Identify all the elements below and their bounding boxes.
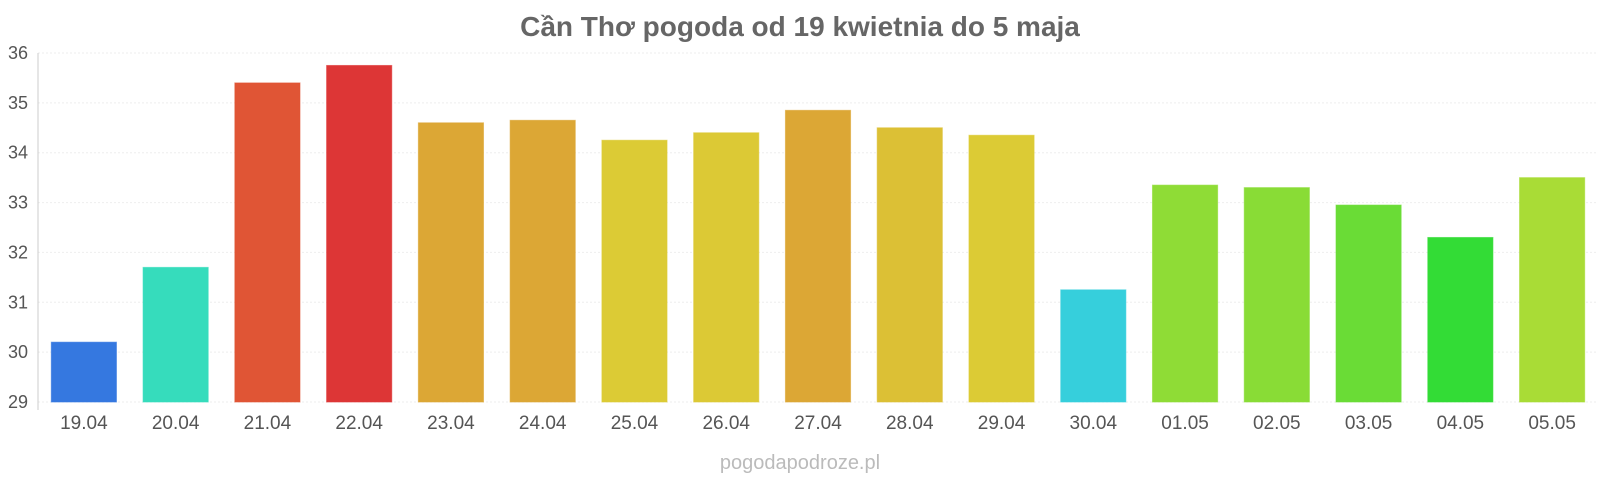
bar-29.04 <box>968 134 1035 403</box>
x-tick-label: 21.04 <box>244 413 292 434</box>
x-tick-label: 22.04 <box>335 413 383 434</box>
y-tick-label: 34 <box>8 143 28 163</box>
bar-04.05 <box>1427 236 1494 403</box>
y-tick-label: 35 <box>8 93 28 113</box>
bar-19.04 <box>50 341 117 403</box>
bar-30.04 <box>1060 289 1127 403</box>
x-tick-label: 25.04 <box>611 413 659 434</box>
x-tick-label: 19.04 <box>60 413 108 434</box>
x-tick-label: 24.04 <box>519 413 567 434</box>
bar-05.05 <box>1519 177 1586 403</box>
y-tick-label: 32 <box>8 242 28 262</box>
x-tick-label: 03.05 <box>1345 413 1393 434</box>
bar-27.04 <box>784 109 852 403</box>
x-tick-label: 23.04 <box>427 413 475 434</box>
x-tick-label: 27.04 <box>794 413 842 434</box>
y-tick-label: 36 <box>8 43 28 63</box>
x-tick-label: 20.04 <box>152 413 200 434</box>
y-tick-label: 31 <box>8 292 28 312</box>
bar-22.04 <box>326 64 393 403</box>
bar-23.04 <box>417 122 485 403</box>
bar-20.04 <box>142 266 209 403</box>
x-tick-label: 04.05 <box>1437 413 1485 434</box>
bar-28.04 <box>876 127 943 403</box>
bar-24.04 <box>509 119 576 403</box>
bar-03.05 <box>1335 204 1402 403</box>
bar-02.05 <box>1243 187 1310 403</box>
x-tick-label: 30.04 <box>1070 413 1118 434</box>
x-tick-label: 02.05 <box>1253 413 1301 434</box>
bar-26.04 <box>693 132 760 403</box>
x-tick-label: 01.05 <box>1161 413 1209 434</box>
bars <box>50 64 1586 403</box>
chart-title: Cần Thơ pogoda od 19 kwietnia do 5 maja <box>520 11 1080 42</box>
x-tick-label: 26.04 <box>702 413 750 434</box>
watermark: pogodapodroze.pl <box>720 452 880 474</box>
x-tick-label: 05.05 <box>1528 413 1576 434</box>
bar-21.04 <box>234 82 301 403</box>
bar-01.05 <box>1151 184 1219 403</box>
x-tick-label: 28.04 <box>886 413 934 434</box>
y-tick-label: 33 <box>8 193 28 213</box>
bar-25.04 <box>601 139 668 403</box>
x-axis-ticks: 19.04 20.04 21.04 22.04 23.04 24.04 25.04 26.04… <box>60 413 1576 434</box>
y-tick-label: 30 <box>8 342 28 362</box>
y-tick-label: 29 <box>8 392 28 412</box>
x-tick-label: 29.04 <box>978 413 1026 434</box>
y-axis-ticks: 29 30 31 32 33 34 35 36 <box>8 43 28 412</box>
